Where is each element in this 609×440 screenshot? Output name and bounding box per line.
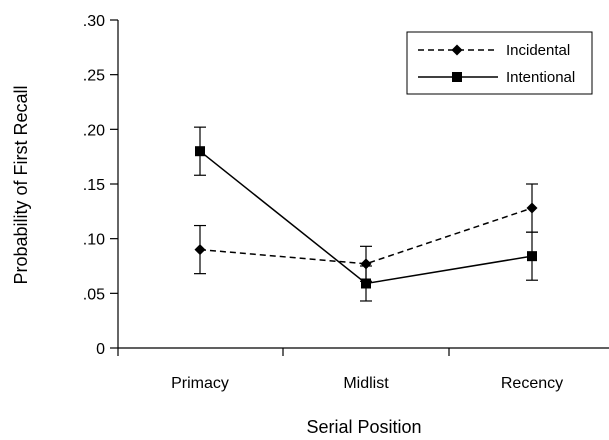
x-axis-ticks: Primacy Midlist Recency [117,348,563,392]
x-tick-label: Recency [501,375,563,392]
y-tick-label: .30 [83,13,105,30]
series-intentional [194,126,538,302]
legend-label: Incidental [506,42,570,59]
legend-label: Intentional [506,69,575,86]
legend-frame [406,31,593,95]
x-tick-label: Primacy [171,375,229,392]
data-point [361,278,371,289]
series-line [199,207,533,265]
data-point [194,244,206,256]
y-tick-label: .25 [83,68,105,85]
data-point [526,202,538,214]
legend-marker [451,44,463,56]
y-axis-title: Probability of First Recall [11,85,31,284]
legend-marker [452,72,462,82]
y-axis-ticks: 0 .05 .10 .15 .20 .25 .30 [83,13,118,358]
x-tick-label: Midlist [343,375,389,392]
data-point [195,146,205,157]
x-axis-title: Serial Position [306,417,421,437]
y-tick-label: .20 [83,122,105,139]
y-tick-label: .05 [83,286,105,303]
y-tick-label: 0 [96,341,105,358]
y-tick-label: .15 [83,177,105,194]
data-point [527,251,537,262]
series-layer [194,126,538,302]
legend: Incidental Intentional [406,31,593,95]
y-tick-label: .10 [83,232,105,249]
